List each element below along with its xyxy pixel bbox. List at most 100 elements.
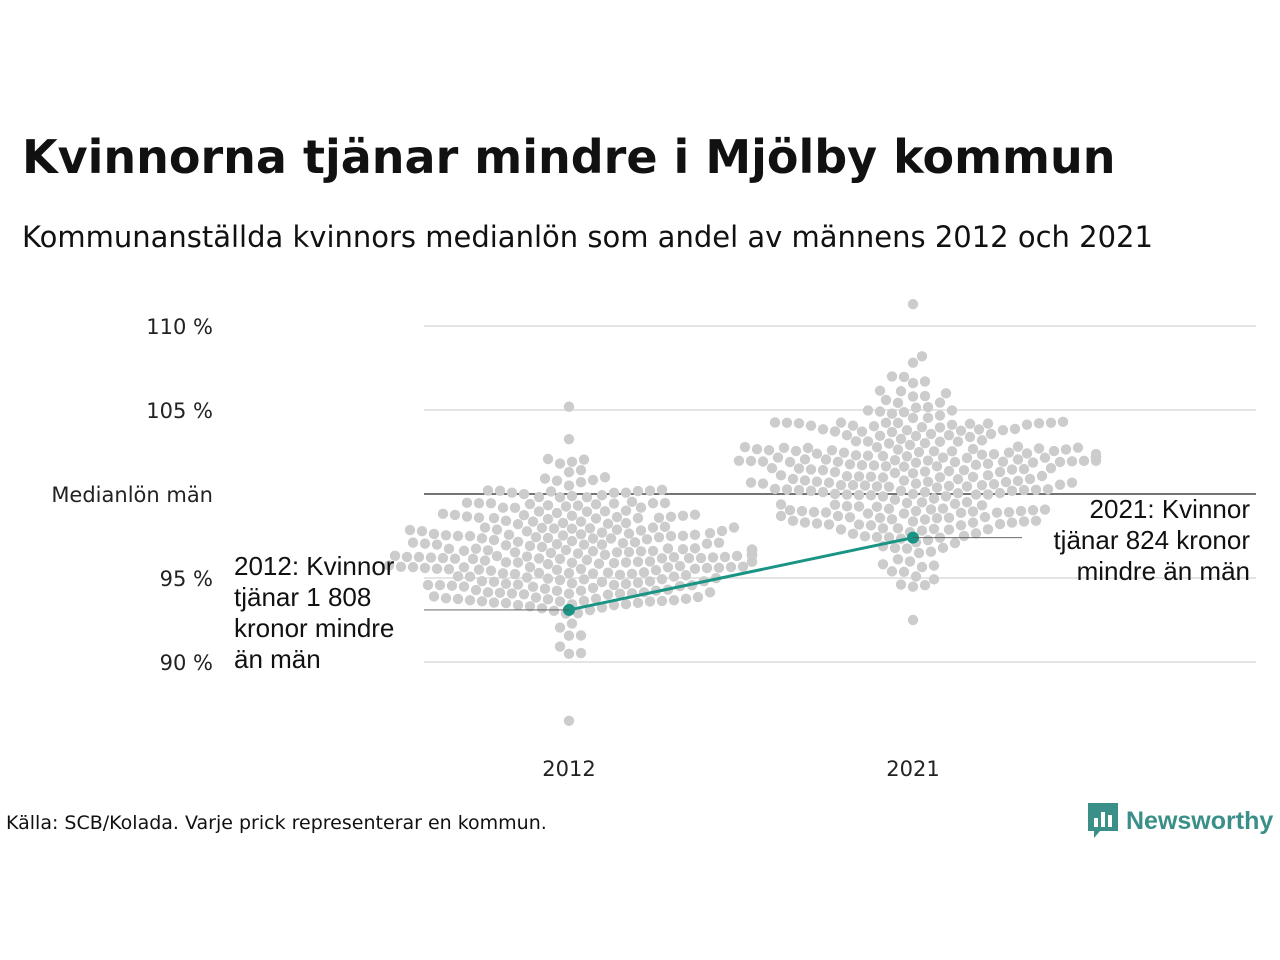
beeswarm-dot-2012 <box>500 557 512 568</box>
beeswarm-dot-2012 <box>581 554 593 566</box>
beeswarm-dot-2021 <box>943 465 955 477</box>
beeswarm-dot-2012 <box>638 567 650 578</box>
beeswarm-dot-2012 <box>566 490 578 502</box>
beeswarm-dot-2021 <box>865 471 877 482</box>
beeswarm-dot-2021 <box>853 471 865 482</box>
beeswarm-dot-2012 <box>524 540 536 552</box>
beeswarm-dot-2012 <box>491 524 503 535</box>
beeswarm-dot-2021 <box>790 445 802 457</box>
beeswarm-dot-2012 <box>554 622 566 633</box>
beeswarm-dot-2021 <box>1021 419 1033 430</box>
y-tick-label: 90 % <box>160 651 213 675</box>
beeswarm-dot-2021 <box>913 547 925 559</box>
beeswarm-dot-2021 <box>787 473 799 485</box>
beeswarm-dot-2012 <box>608 579 620 591</box>
beeswarm-dot-2012 <box>578 454 590 465</box>
beeswarm-dot-2012 <box>476 596 488 607</box>
beeswarm-dot-2012 <box>479 555 491 566</box>
beeswarm-dot-2012 <box>470 584 482 596</box>
beeswarm-dot-2021 <box>1027 504 1039 516</box>
beeswarm-dot-2012 <box>521 572 533 583</box>
beeswarm-dot-2021 <box>910 571 922 582</box>
beeswarm-dot-2012 <box>464 595 476 606</box>
beeswarm-dot-2012 <box>566 578 578 589</box>
beeswarm-dot-2021 <box>895 433 907 445</box>
beeswarm-dot-2012 <box>554 553 566 565</box>
beeswarm-dot-2021 <box>856 459 868 471</box>
beeswarm-dot-2021 <box>739 441 751 453</box>
beeswarm-dot-2021 <box>898 461 910 472</box>
beeswarm-dot-2021 <box>871 441 883 453</box>
beeswarm-dot-2012 <box>431 539 443 550</box>
beeswarm-dot-2012 <box>641 534 653 545</box>
beeswarm-dot-2012 <box>422 579 434 591</box>
beeswarm-dot-2012 <box>608 557 620 569</box>
beeswarm-dot-2021 <box>946 405 958 416</box>
beeswarm-dot-2012 <box>494 587 506 598</box>
beeswarm-dot-2012 <box>446 580 458 591</box>
beeswarm-dot-2021 <box>796 505 808 517</box>
beeswarm-dot-2021 <box>1012 454 1024 465</box>
beeswarm-dot-2012 <box>539 583 551 595</box>
beeswarm-dot-2012 <box>701 562 713 574</box>
beeswarm-dot-2012 <box>452 593 464 605</box>
beeswarm-dot-2012 <box>668 551 680 563</box>
beeswarm-dot-2012 <box>737 561 749 572</box>
beeswarm-dot-2021 <box>1057 416 1069 428</box>
beeswarm-dot-2012 <box>554 641 566 652</box>
beeswarm-dot-2012 <box>443 564 455 575</box>
beeswarm-dot-2012 <box>680 593 692 605</box>
beeswarm-dot-2021 <box>901 497 913 509</box>
beeswarm-dot-2021 <box>862 405 874 416</box>
beeswarm-dot-2012 <box>635 525 647 536</box>
beeswarm-dot-2021 <box>952 487 964 499</box>
beeswarm-dot-2012 <box>497 502 509 513</box>
beeswarm-dot-2021 <box>910 402 922 413</box>
beeswarm-dot-2012 <box>653 532 665 543</box>
beeswarm-dot-2021 <box>829 426 841 437</box>
beeswarm-dot-2021 <box>967 471 979 483</box>
beeswarm-dot-2021 <box>829 466 841 478</box>
beeswarm-dot-2012 <box>458 545 470 557</box>
beeswarm-dot-2021 <box>889 454 901 466</box>
beeswarm-dot-2012 <box>542 500 554 511</box>
beeswarm-dot-2021 <box>892 554 904 565</box>
beeswarm-dot-2021 <box>865 520 877 531</box>
beeswarm-dot-2012 <box>461 511 473 522</box>
beeswarm-dot-2012 <box>656 553 668 564</box>
beeswarm-dot-2021 <box>886 371 898 382</box>
beeswarm-dot-2021 <box>865 490 877 501</box>
beeswarm-dot-2012 <box>716 525 728 537</box>
y-tick-label: 95 % <box>160 567 213 591</box>
beeswarm-dot-2021 <box>799 454 811 465</box>
beeswarm-dot-2012 <box>533 491 545 503</box>
beeswarm-dot-2021 <box>931 461 943 472</box>
beeswarm-dot-2021 <box>901 451 913 462</box>
beeswarm-dot-2021 <box>874 512 886 524</box>
beeswarm-dot-2021 <box>967 506 979 517</box>
annotation-line: mindre än män <box>1077 556 1250 586</box>
beeswarm-dot-2021 <box>898 407 910 418</box>
beeswarm-dot-2012 <box>614 569 626 580</box>
beeswarm-dot-2021 <box>820 454 832 465</box>
beeswarm-dot-2012 <box>482 587 494 598</box>
beeswarm-dot-2012 <box>512 557 524 568</box>
beeswarm-dot-2012 <box>488 534 500 546</box>
beeswarm-dot-2021 <box>877 491 889 502</box>
beeswarm-dot-2012 <box>584 523 596 534</box>
beeswarm-dot-2012 <box>452 530 464 542</box>
beeswarm-dot-2021 <box>901 425 913 436</box>
beeswarm-dot-2021 <box>883 503 895 515</box>
beeswarm-dot-2021 <box>1003 447 1015 458</box>
beeswarm-dot-2012 <box>509 547 521 558</box>
beeswarm-dot-2021 <box>988 479 1000 490</box>
beeswarm-dot-2021 <box>958 530 970 542</box>
beeswarm-dot-2021 <box>928 493 940 504</box>
logo-text: Newsworthy <box>1126 806 1274 835</box>
beeswarm-dot-2012 <box>530 531 542 543</box>
beeswarm-dot-2012 <box>746 544 758 555</box>
beeswarm-dot-2012 <box>440 592 452 604</box>
beeswarm-dot-2012 <box>464 530 476 542</box>
beeswarm-dot-2021 <box>1033 418 1045 429</box>
beeswarm-dot-2012 <box>488 576 500 587</box>
